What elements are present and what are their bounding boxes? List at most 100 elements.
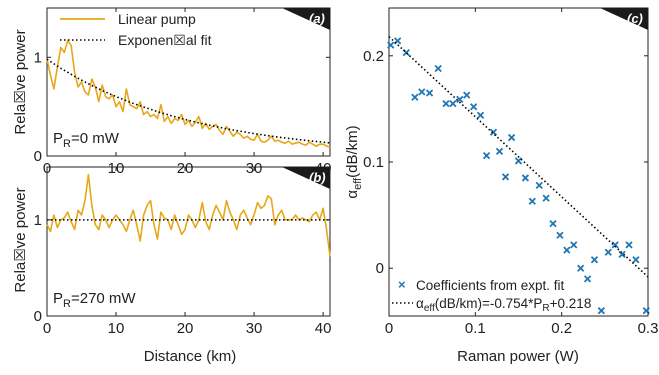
- data-point-stroke: [542, 194, 550, 202]
- data-point: [449, 99, 457, 108]
- data-point: [495, 147, 504, 156]
- data-point-stroke: [476, 111, 485, 119]
- data-point: [528, 197, 536, 205]
- data-point-stroke: [425, 89, 434, 97]
- data-point: [411, 93, 419, 101]
- data-point-stroke: [590, 256, 599, 264]
- panel-b-xlabel: Distance (km): [144, 348, 237, 365]
- data-point-stroke: [597, 307, 606, 315]
- data-point: [418, 88, 426, 96]
- data-point-stroke: [563, 246, 571, 254]
- panel-c-legend: × Coefficients from expt. fit αeff(dB/km…: [392, 277, 591, 314]
- data-point: [469, 103, 478, 111]
- c-series-1-fit-line: [388, 36, 649, 278]
- panel-c-xlabel: Raman power (W): [457, 348, 579, 365]
- data-point-stroke: [456, 95, 464, 103]
- data-point-stroke: [535, 181, 543, 190]
- data-point: [625, 241, 633, 249]
- panel-b: (b) 0 10 20 30 40 01 Rela☒ve power Distance …: [12, 166, 332, 365]
- data-point: [387, 41, 395, 49]
- panel-a-annotation: PR=0 mW: [53, 130, 120, 150]
- panel-b-tag: (b): [309, 170, 326, 185]
- data-point: [482, 151, 491, 160]
- panel-b-plot: [46, 173, 331, 257]
- b-series-0-data-line: [46, 173, 331, 257]
- data-point-stroke: [549, 219, 557, 228]
- data-point: [618, 250, 626, 259]
- data-point-stroke: [489, 128, 498, 136]
- x-tick-label: 40: [315, 320, 332, 337]
- data-point-stroke: [469, 103, 478, 111]
- data-point-stroke: [402, 48, 410, 57]
- panel-b-yticks: 01: [34, 212, 330, 325]
- data-point-stroke: [411, 93, 419, 101]
- data-point-stroke: [611, 241, 619, 249]
- panel-a-legend: Linear pump Exponen☒al fit: [60, 11, 212, 48]
- panel-c: (c) 0 0.1 0.2 0.3 0 0.1 0.2 αeff(dB/km) Raman…: [344, 7, 659, 365]
- a-series-0-data-line: [46, 39, 331, 148]
- data-point: [611, 241, 619, 249]
- data-point-stroke: [387, 41, 395, 49]
- panel-c-ylabel: αeff(dB/km): [344, 125, 364, 198]
- data-point: [489, 128, 498, 136]
- data-point: [549, 219, 557, 228]
- x-tick-label: 0.2: [551, 320, 572, 337]
- data-point-stroke: [570, 241, 578, 249]
- panel-a-plot: [46, 39, 331, 148]
- data-point-stroke: [463, 91, 471, 99]
- legend-label-linear-pump: Linear pump: [118, 11, 196, 27]
- panel-a-ylabel: Rela☒ve power: [12, 29, 29, 134]
- data-point: [514, 157, 523, 165]
- data-point-stroke: [418, 88, 426, 96]
- data-point: [476, 111, 485, 119]
- data-point: [535, 181, 543, 190]
- panel-a-frame: [46, 7, 331, 157]
- panel-c-plot: [387, 36, 650, 315]
- panel-a-tag: (a): [309, 11, 325, 26]
- y-tick-label: 1: [34, 49, 42, 66]
- data-point: [542, 194, 550, 202]
- data-point: [556, 231, 564, 239]
- data-point-stroke: [434, 64, 442, 73]
- data-point: [570, 241, 578, 249]
- legend-marker-coefficients: ×: [398, 277, 406, 292]
- data-point: [434, 64, 442, 73]
- y-tick-label: 0: [34, 148, 42, 165]
- data-point-stroke: [482, 151, 491, 160]
- data-point-stroke: [632, 256, 640, 264]
- y-tick-label: 0: [34, 308, 42, 325]
- y-tick-label: 0.1: [363, 154, 384, 171]
- data-point: [456, 95, 464, 103]
- data-point: [590, 256, 599, 264]
- data-point-stroke: [618, 250, 626, 259]
- data-point: [632, 256, 640, 264]
- data-point-stroke: [583, 275, 592, 283]
- data-point: [521, 174, 530, 182]
- data-point-stroke: [642, 307, 650, 315]
- legend-label-coefficients: Coefficients from expt. fit: [416, 278, 565, 293]
- x-tick-label: 0.1: [465, 320, 486, 337]
- panel-b-frame: [46, 166, 331, 317]
- data-point: [507, 133, 516, 142]
- x-tick-label: 30: [246, 320, 263, 337]
- x-tick-label: 0: [385, 320, 393, 337]
- y-tick-label: 1: [34, 212, 42, 229]
- panel-b-annotation: PR=270 mW: [53, 290, 136, 310]
- panel-b-tag-bg: [282, 167, 330, 189]
- data-point-stroke: [521, 174, 530, 182]
- panel-c-tag: (c): [627, 11, 643, 26]
- data-point: [425, 89, 434, 97]
- data-point: [583, 275, 592, 283]
- legend-label-linear-fit: αeff(dB/km)=-0.754*PR+0.218: [416, 296, 591, 314]
- data-point: [597, 307, 606, 315]
- panel-a-yticks: 01: [34, 49, 330, 165]
- data-point-stroke: [449, 99, 457, 108]
- x-tick-label: 0.3: [638, 320, 659, 337]
- panel-c-yticks: 0 0.1 0.2: [363, 48, 648, 277]
- x-tick-label: 0: [43, 320, 51, 337]
- x-tick-label: 10: [108, 320, 125, 337]
- data-point: [442, 99, 450, 108]
- a-series-1-fit-line: [46, 58, 331, 144]
